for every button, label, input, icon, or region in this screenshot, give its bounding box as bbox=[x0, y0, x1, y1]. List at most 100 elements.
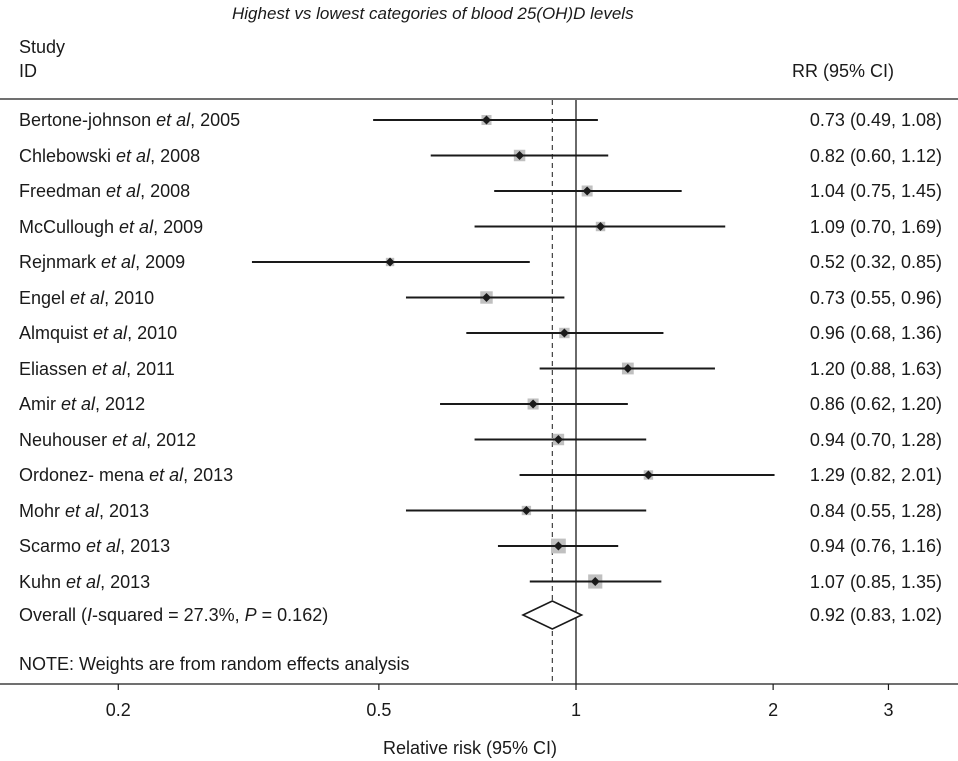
overall-label-mid: -squared = 27.3%, bbox=[92, 605, 245, 625]
overall-label-pre: Overall ( bbox=[19, 605, 88, 625]
x-tick-label: 0.2 bbox=[106, 700, 131, 720]
point-estimate-marker bbox=[559, 328, 569, 338]
study-year: , 2013 bbox=[100, 571, 151, 592]
study-year: , 2013 bbox=[183, 465, 234, 485]
study-label: Chlebowski et al, 2008 bbox=[19, 145, 200, 167]
study-label: McCullough et al, 2009 bbox=[19, 216, 203, 238]
study-estimate: 1.04 (0.75, 1.45) bbox=[809, 181, 942, 201]
point-estimate-marker bbox=[553, 435, 563, 444]
point-estimate-marker bbox=[521, 506, 531, 515]
study-author: Mohr bbox=[19, 500, 66, 521]
overall-label-post: = 0.162) bbox=[256, 605, 329, 625]
study-estimate: 0.94 (0.70, 1.28) bbox=[809, 429, 942, 450]
study-label: Amir et al, 2012 bbox=[19, 393, 145, 415]
study-etal: et al bbox=[156, 110, 191, 130]
study-etal: et al bbox=[119, 216, 154, 237]
overall-estimate: 0.92 (0.83, 1.02) bbox=[809, 605, 942, 625]
study-etal: et al bbox=[92, 358, 127, 379]
study-estimate: 0.86 (0.62, 1.20) bbox=[809, 394, 942, 414]
study-year: , 2010 bbox=[127, 323, 178, 343]
study-year: , 2013 bbox=[99, 500, 150, 521]
study-author: McCullough bbox=[19, 216, 120, 237]
study-label: Eliassen et al, 2011 bbox=[19, 358, 175, 380]
study-author: Kuhn bbox=[19, 571, 67, 592]
study-label: Scarmo et al, 2013 bbox=[19, 535, 170, 557]
study-estimate: 0.82 (0.60, 1.12) bbox=[809, 145, 942, 166]
study-author: Amir bbox=[19, 394, 61, 414]
estimate-header: RR (95% CI) bbox=[792, 61, 895, 81]
study-estimate: 0.96 (0.68, 1.36) bbox=[809, 323, 942, 343]
study-estimate: 0.52 (0.32, 0.85) bbox=[809, 252, 942, 272]
x-tick-label: 3 bbox=[883, 700, 893, 720]
study-author: Eliassen bbox=[19, 358, 93, 379]
study-author: Neuhouser bbox=[19, 429, 113, 450]
x-tick-label: 1 bbox=[571, 700, 581, 720]
study-label: Almquist et al, 2010 bbox=[19, 322, 177, 344]
x-axis-label: Relative risk (95% CI) bbox=[383, 738, 558, 758]
study-estimate: 1.07 (0.85, 1.35) bbox=[809, 571, 942, 592]
study-author: Chlebowski bbox=[19, 145, 117, 166]
study-year: , 2011 bbox=[126, 358, 175, 379]
study-estimate: 1.09 (0.70, 1.69) bbox=[809, 216, 942, 237]
study-estimate: 1.29 (0.82, 2.01) bbox=[809, 465, 942, 485]
study-author: Ordonez- mena bbox=[19, 465, 150, 485]
overall-label-p: P bbox=[244, 605, 257, 625]
study-author: Freedman bbox=[19, 181, 107, 201]
point-estimate-marker bbox=[481, 293, 491, 302]
study-label: Bertone-johnson et al, 2005 bbox=[19, 109, 240, 131]
x-tick-label: 0.5 bbox=[366, 700, 391, 720]
point-estimate-marker bbox=[582, 186, 592, 196]
chart-title: Highest vs lowest categories of blood 25… bbox=[232, 4, 634, 23]
overall-label-i: I bbox=[87, 605, 93, 625]
study-label: Rejnmark et al, 2009 bbox=[19, 251, 185, 273]
study-etal: et al bbox=[61, 394, 96, 414]
study-etal: et al bbox=[93, 323, 128, 343]
weights-note: NOTE: Weights are from random effects an… bbox=[19, 654, 410, 674]
point-estimate-marker bbox=[481, 115, 491, 125]
study-year: , 2010 bbox=[104, 287, 155, 308]
study-label: Kuhn et al, 2013 bbox=[19, 571, 150, 593]
study-header-line1: Study bbox=[19, 37, 66, 57]
study-label: Freedman et al, 2008 bbox=[19, 180, 190, 202]
study-label: Engel et al, 2010 bbox=[19, 287, 154, 309]
point-estimate-marker bbox=[643, 470, 653, 480]
study-year: , 2012 bbox=[146, 429, 197, 450]
study-label: Ordonez- mena et al, 2013 bbox=[19, 464, 233, 486]
study-etal: et al bbox=[86, 536, 121, 556]
study-header-line2: ID bbox=[19, 61, 37, 81]
study-author: Rejnmark bbox=[19, 252, 102, 272]
study-etal: et al bbox=[101, 252, 136, 272]
study-etal: et al bbox=[70, 287, 105, 308]
study-year: , 2008 bbox=[150, 145, 201, 166]
study-estimate: 0.94 (0.76, 1.16) bbox=[809, 536, 942, 556]
study-author: Bertone-johnson bbox=[19, 110, 157, 130]
study-year: , 2008 bbox=[140, 181, 191, 201]
study-year: , 2013 bbox=[120, 536, 171, 556]
study-etal: et al bbox=[65, 500, 100, 521]
study-estimate: 0.73 (0.55, 0.96) bbox=[809, 287, 942, 308]
study-author: Almquist bbox=[19, 323, 94, 343]
study-etal: et al bbox=[116, 145, 151, 166]
study-etal: et al bbox=[66, 571, 101, 592]
study-estimate: 0.84 (0.55, 1.28) bbox=[809, 500, 942, 521]
study-year: , 2009 bbox=[135, 252, 186, 272]
study-estimate: 1.20 (0.88, 1.63) bbox=[809, 358, 942, 379]
study-label: Mohr et al, 2013 bbox=[19, 500, 149, 522]
study-author: Engel bbox=[19, 287, 71, 308]
study-year: , 2005 bbox=[190, 110, 241, 130]
point-estimate-marker bbox=[385, 257, 395, 267]
study-year: , 2012 bbox=[95, 394, 146, 414]
x-tick-label: 2 bbox=[768, 700, 778, 720]
point-estimate-marker bbox=[623, 364, 633, 373]
study-etal: et al bbox=[112, 429, 147, 450]
study-year: , 2009 bbox=[153, 216, 204, 237]
overall-label: Overall (I-squared = 27.3%, P = 0.162) bbox=[19, 604, 328, 626]
point-estimate-marker bbox=[515, 151, 525, 160]
overall-diamond bbox=[521, 600, 584, 630]
study-etal: et al bbox=[149, 465, 184, 485]
point-estimate-marker bbox=[528, 399, 538, 409]
point-estimate-marker bbox=[553, 541, 563, 551]
study-author: Scarmo bbox=[19, 536, 87, 556]
study-etal: et al bbox=[106, 181, 141, 201]
